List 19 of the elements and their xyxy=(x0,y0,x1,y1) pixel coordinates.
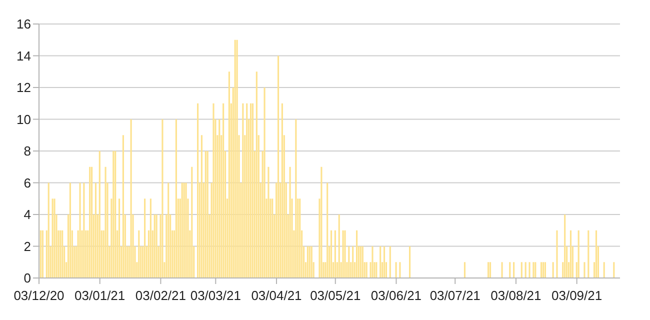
y-tick-label: 8 xyxy=(24,144,31,159)
y-tick-label: 14 xyxy=(16,48,31,64)
y-tick-label: 10 xyxy=(16,112,31,127)
y-tick-label: 12 xyxy=(16,80,31,96)
x-tick-label: 03/12/20 xyxy=(14,288,64,304)
x-tick-label: 03/01/21 xyxy=(74,288,126,304)
x-tick-label: 03/06/21 xyxy=(370,288,422,304)
y-tick-label: 6 xyxy=(24,175,31,190)
x-tick-label: 03/04/21 xyxy=(251,288,302,304)
x-tick-label: 03/07/21 xyxy=(430,288,480,304)
y-tick-label: 4 xyxy=(24,207,31,222)
x-tick-label: 03/05/21 xyxy=(310,288,361,304)
y-tick-label: 2 xyxy=(24,238,31,254)
x-tick-label: 03/08/21 xyxy=(490,288,542,304)
x-tick-label: 03/03/21 xyxy=(190,288,241,304)
y-tick-label: 0 xyxy=(24,270,31,286)
x-tick-label: 03/09/21 xyxy=(552,288,602,304)
x-tick-label: 03/02/21 xyxy=(135,288,186,304)
y-tick-label: 16 xyxy=(16,16,31,32)
